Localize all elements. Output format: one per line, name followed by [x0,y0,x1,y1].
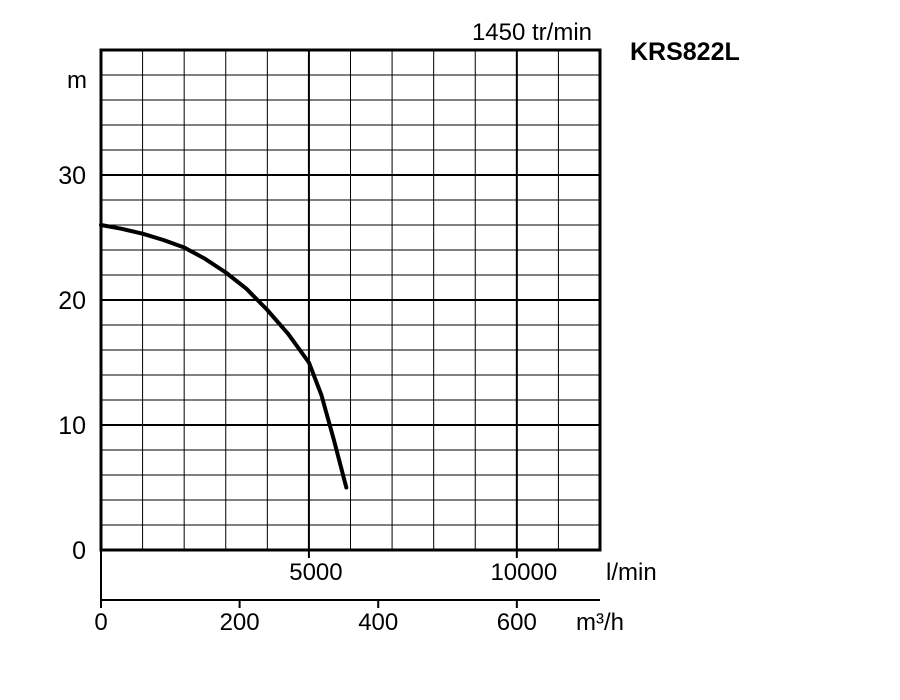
x2-tick-label: 600 [497,609,537,636]
x2-tick-label: 200 [220,609,260,636]
axis-ticks [100,550,518,608]
chart-title: KRS822L [630,38,740,66]
tick-labels: 0 10 20 30 5000 10000 0 200 400 600 [58,162,557,636]
series-line [99,223,349,490]
plot-frame [99,48,602,552]
x-axis-label: l/min [606,559,657,586]
x-tick-label: 5000 [289,559,342,586]
x2-tick-label: 400 [358,609,398,636]
x2-tick-label: 0 [94,609,107,636]
y-tick-label: 0 [72,537,86,565]
chart-subtitle: 1450 tr/min [472,19,592,46]
x-tick-label: 10000 [490,559,557,586]
y-axis-label: m [67,67,87,94]
y-tick-label: 20 [58,287,86,315]
x2-axis-label: m³/h [576,609,624,636]
y-tick-label: 10 [58,412,86,440]
y-tick-label: 30 [58,162,86,190]
major-grid [101,50,600,550]
